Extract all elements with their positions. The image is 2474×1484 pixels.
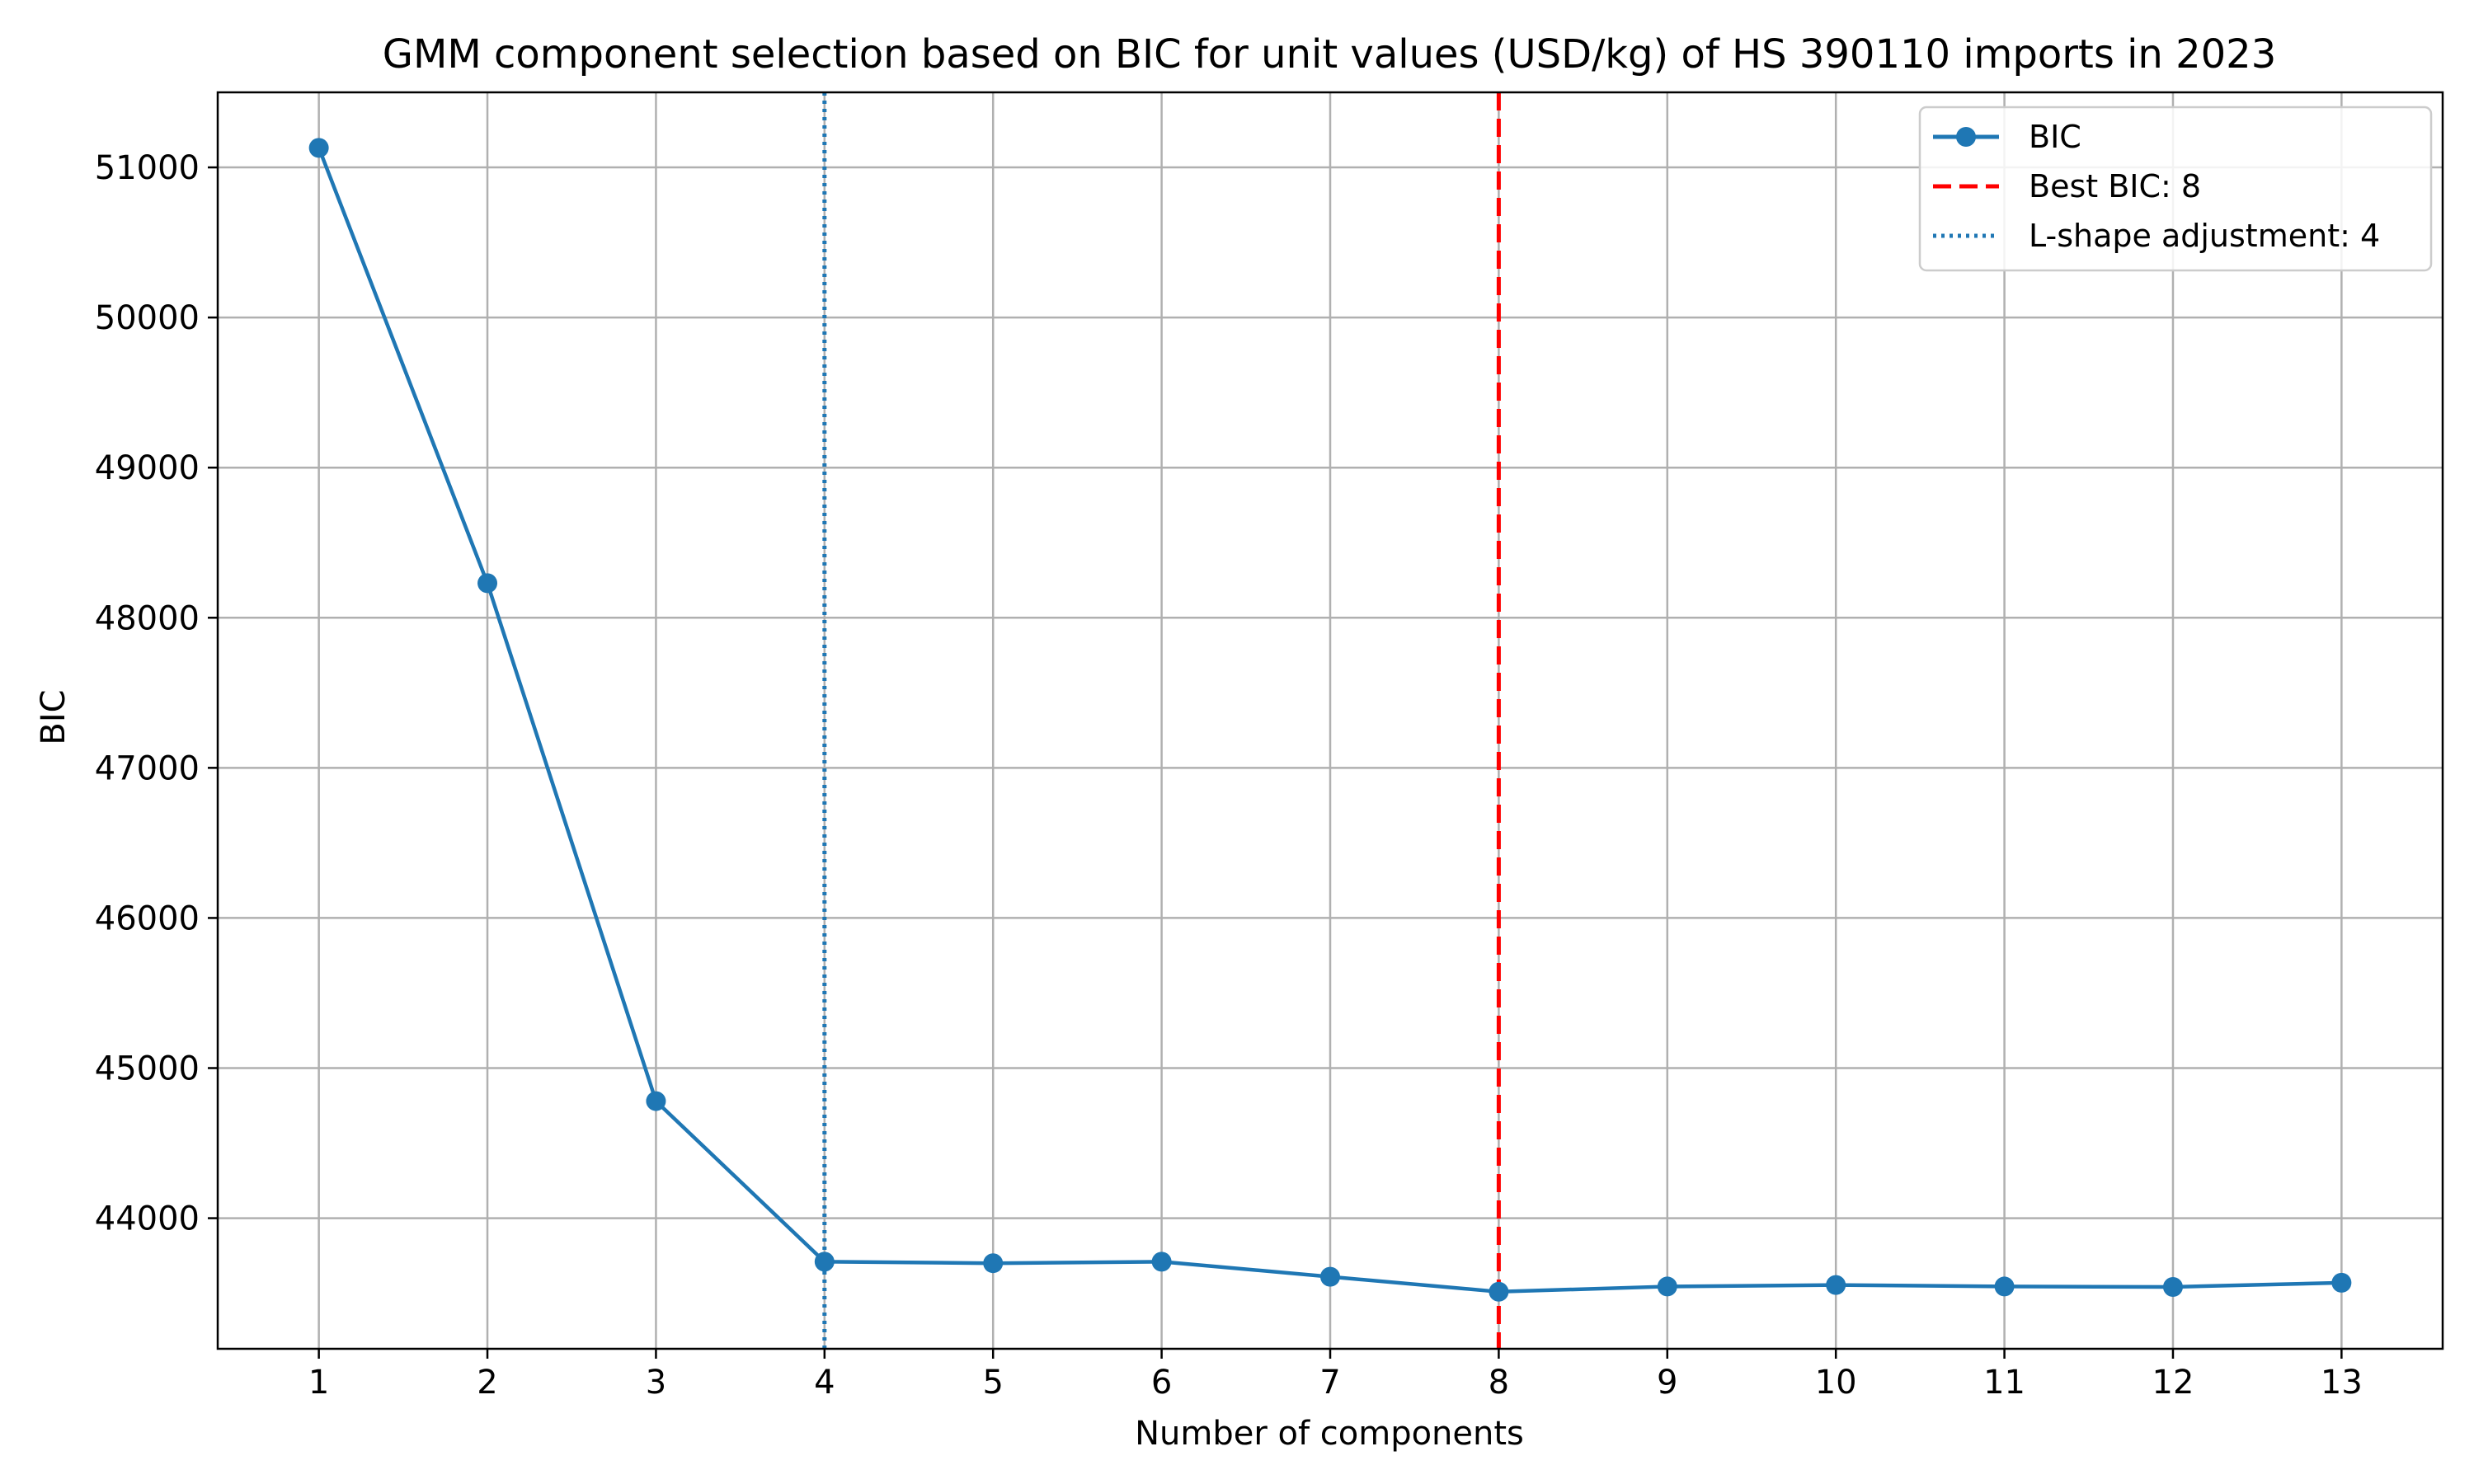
x-tick-label: 4 xyxy=(814,1364,835,1402)
bic-point xyxy=(1994,1276,2015,1297)
x-tick-label: 11 xyxy=(1983,1364,2025,1402)
legend: BIC Best BIC: 8 L-shape adjustment: 4 xyxy=(1918,106,2433,272)
bic-point xyxy=(1489,1281,1509,1302)
legend-box xyxy=(1918,106,2433,272)
y-tick-label: 47000 xyxy=(95,749,200,787)
grid xyxy=(218,92,2443,1349)
x-tick-label: 3 xyxy=(646,1364,666,1402)
x-tick-label: 7 xyxy=(1319,1364,1340,1402)
series-layer xyxy=(308,138,2352,1302)
reference-lines xyxy=(822,92,1501,1349)
bic-point xyxy=(2162,1276,2183,1297)
bic-point xyxy=(983,1253,1004,1274)
bic-point xyxy=(646,1091,666,1111)
y-tick-label: 51000 xyxy=(95,149,200,187)
x-tick-label: 8 xyxy=(1489,1364,1509,1402)
bic-point xyxy=(477,573,498,594)
bic-point xyxy=(2331,1272,2352,1293)
x-tick-label: 6 xyxy=(1151,1364,1172,1402)
y-tick-label: 49000 xyxy=(95,449,200,487)
x-tick-label: 13 xyxy=(2321,1364,2363,1402)
x-tick-label: 10 xyxy=(1815,1364,1857,1402)
bic-point xyxy=(1657,1276,1677,1297)
y-tick-label: 46000 xyxy=(95,899,200,937)
y-tick-label: 44000 xyxy=(95,1200,200,1238)
y-axis-ticks: 44000 45000 46000 47000 48000 49000 50000 51000 xyxy=(95,149,218,1238)
x-axis-label: Number of components xyxy=(1135,1415,1524,1453)
legend-label: L-shape adjustment: 4 xyxy=(2029,218,2380,254)
chart-title: GMM component selection based on BIC for… xyxy=(383,31,2277,77)
y-tick-label: 50000 xyxy=(95,299,200,337)
bic-point xyxy=(1826,1275,1846,1295)
legend-label: Best BIC: 8 xyxy=(2029,168,2201,204)
y-tick-label: 45000 xyxy=(95,1050,200,1088)
bic-point xyxy=(814,1252,835,1272)
y-axis-label: BIC xyxy=(35,689,73,744)
x-tick-label: 2 xyxy=(477,1364,497,1402)
legend-swatch-marker xyxy=(1956,127,1976,147)
x-tick-label: 1 xyxy=(308,1364,329,1402)
bic-point xyxy=(1320,1266,1340,1287)
bic-point xyxy=(308,138,329,158)
x-tick-label: 9 xyxy=(1657,1364,1677,1402)
legend-label: BIC xyxy=(2029,119,2081,155)
x-tick-label: 12 xyxy=(2152,1364,2194,1402)
x-tick-label: 5 xyxy=(982,1364,1003,1402)
y-tick-label: 48000 xyxy=(95,599,200,637)
x-axis-ticks: 1 2 3 4 5 6 7 8 9 10 11 12 13 xyxy=(308,1349,2363,1402)
bic-point xyxy=(1151,1252,1172,1272)
